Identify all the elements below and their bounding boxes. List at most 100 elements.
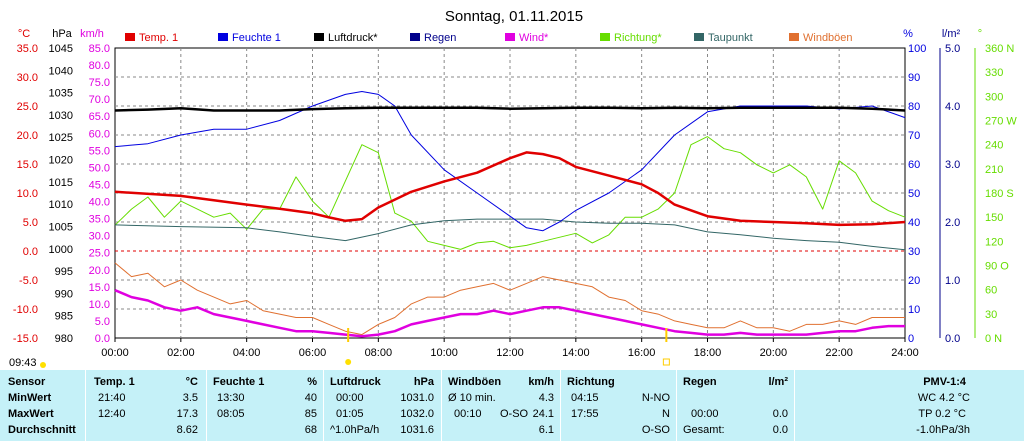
rain-tick-label: 1.0 xyxy=(945,275,960,287)
legend-swatch xyxy=(125,33,135,41)
x-tick-label: 04:00 xyxy=(233,347,261,359)
stats-header-humidity: Feuchte 1 xyxy=(213,376,265,388)
humidity-tick-label: 50 xyxy=(908,188,920,200)
direction-tick-label: 90 O xyxy=(985,261,1009,273)
stats-col-pmv: PMV-1:4 WC 4.2 °C TP 0.2 °C -1.0hPa/3h xyxy=(795,370,1024,441)
stats-unit-pressure: hPa xyxy=(413,376,434,388)
chart-axes: 35.0 30.0 25.0 20.0 15.0 10.0 5.0 0.0 -5.0 -10.0 -… xyxy=(13,43,1017,359)
pressure-tick-label: 1005 xyxy=(49,221,73,233)
chart-title: Sonntag, 01.11.2015 xyxy=(445,8,583,25)
x-tick-label: 16:00 xyxy=(628,347,656,359)
wind-tick-label: 45.0 xyxy=(89,179,110,191)
hum-max-value: 85 xyxy=(304,408,317,420)
rain-tick-label: 3.0 xyxy=(945,159,960,171)
wind-tick-label: 50.0 xyxy=(89,162,110,174)
rain-total-value: 0.0 xyxy=(772,424,788,436)
stats-header-direction: Richtung xyxy=(567,376,615,388)
temp-tick-label: 35.0 xyxy=(17,43,38,55)
stats-label-avg: Durchschnitt xyxy=(8,424,76,436)
legend-swatch xyxy=(314,33,324,41)
dir-max-time: 17:55 xyxy=(571,408,599,420)
temp-tick-label: 20.0 xyxy=(17,130,38,142)
x-tick-label: 06:00 xyxy=(299,347,327,359)
temp-tick-label: -5.0 xyxy=(19,275,38,287)
gust-max-value: 24.1 xyxy=(532,408,554,420)
x-tick-label: 20:00 xyxy=(760,347,788,359)
axis-units: °C hPa km/h % l/m² ° xyxy=(18,28,982,40)
stats-label-min: MinWert xyxy=(8,392,52,404)
pressure-tick-label: 1025 xyxy=(49,132,73,144)
pressure-tick-label: 1030 xyxy=(49,110,73,122)
pressure-tick-label: 1015 xyxy=(49,177,73,189)
stats-header-rain: Regen xyxy=(683,376,717,388)
hum-avg-value: 68 xyxy=(304,424,317,436)
pressure-tick-label: 1010 xyxy=(49,199,73,211)
series-line-windb-en xyxy=(114,262,905,336)
hum-min-value: 40 xyxy=(304,392,317,404)
stats-col-rain: Regen l/m² 00:00 0.0 Gesamt: 0.0 xyxy=(677,370,795,441)
chart-series xyxy=(114,91,906,338)
wind-tick-label: 30.0 xyxy=(89,231,110,243)
direction-tick-label: 120 xyxy=(985,236,1003,248)
wind-tick-label: 80.0 xyxy=(89,60,110,72)
wind-unit: km/h xyxy=(80,28,104,40)
rain-max-value: 0.0 xyxy=(772,408,788,420)
legend-swatch xyxy=(694,33,704,41)
pressure-tick-label: 1000 xyxy=(49,244,73,256)
wind-tick-label: 20.0 xyxy=(89,265,110,277)
press-min-time: 00:00 xyxy=(336,392,364,404)
temp-max-time: 12:40 xyxy=(98,408,126,420)
x-tick-label: 10:00 xyxy=(430,347,458,359)
x-tick-label: 24:00 xyxy=(891,347,919,359)
temp-min-value: 3.5 xyxy=(182,392,198,404)
rain-tick-label: 2.0 xyxy=(945,217,960,229)
pmv-windchill: WC 4.2 °C xyxy=(917,392,970,404)
stats-unit-rain: l/m² xyxy=(768,376,788,388)
weather-chart: Sonntag, 01.11.2015 Temp. 1 Feuchte 1 Luft… xyxy=(13,8,1017,366)
legend-label: Wind* xyxy=(519,32,549,44)
legend-swatch xyxy=(218,33,228,41)
gust-max-time: 00:10 xyxy=(454,408,482,420)
wind-tick-label: 85.0 xyxy=(89,43,110,55)
series-line-wind xyxy=(114,289,905,338)
direction-tick-label: 30 xyxy=(985,309,997,321)
x-tick-label: 08:00 xyxy=(365,347,393,359)
stats-col-temp: Temp. 1 °C 21:40 3.5 12:40 17.3 8.62 xyxy=(86,370,207,441)
temp-tick-label: 10.0 xyxy=(17,188,38,200)
direction-tick-label: 270 W xyxy=(985,116,1017,128)
pressure-tick-label: 995 xyxy=(55,266,73,278)
current-time: 09:43 xyxy=(9,357,37,369)
pressure-tick-label: 990 xyxy=(55,288,73,300)
series-line-feuchte-1 xyxy=(114,91,906,232)
stats-unit-gusts: km/h xyxy=(528,376,554,388)
temp-max-value: 17.3 xyxy=(176,408,198,420)
stats-col-pressure: Luftdruck hPa 00:00 1031.0 01:05 1032.0 ^1… xyxy=(324,370,442,441)
stats-label-max: MaxWert xyxy=(8,408,54,420)
direction-tick-label: 150 xyxy=(985,212,1003,224)
chart-legend: Temp. 1 Feuchte 1 Luftdruck* Regen Wind* Rich… xyxy=(125,32,853,44)
pressure-tick-label: 1040 xyxy=(49,65,73,77)
chart-grid xyxy=(114,47,906,339)
legend-swatch xyxy=(505,33,515,41)
stats-header-pmv: PMV-1:4 xyxy=(923,376,966,388)
pressure-tick-label: 980 xyxy=(55,333,73,345)
direction-tick-label: 210 xyxy=(985,164,1003,176)
humidity-tick-label: 40 xyxy=(908,217,920,229)
direction-tick-label: 300 xyxy=(985,91,1003,103)
rain-tick-label: 4.0 xyxy=(945,101,960,113)
stats-header-sensor: Sensor xyxy=(8,376,46,388)
direction-tick-label: 0 N xyxy=(985,333,1002,345)
wind-tick-label: 55.0 xyxy=(89,145,110,157)
humidity-tick-label: 60 xyxy=(908,159,920,171)
legend-label: Taupunkt xyxy=(708,32,753,44)
rain-total-label: Gesamt: xyxy=(683,424,725,436)
wind-tick-label: 0.0 xyxy=(95,333,110,345)
rain-tick-label: 5.0 xyxy=(945,43,960,55)
wind-tick-label: 5.0 xyxy=(95,316,110,328)
x-tick-label: 14:00 xyxy=(562,347,590,359)
temp-tick-label: -15.0 xyxy=(13,333,38,345)
legend-label: Feuchte 1 xyxy=(232,32,281,44)
series-line-temp-1 xyxy=(114,151,906,227)
pressure-tick-label: 1045 xyxy=(49,43,73,55)
wind-tick-label: 10.0 xyxy=(89,299,110,311)
